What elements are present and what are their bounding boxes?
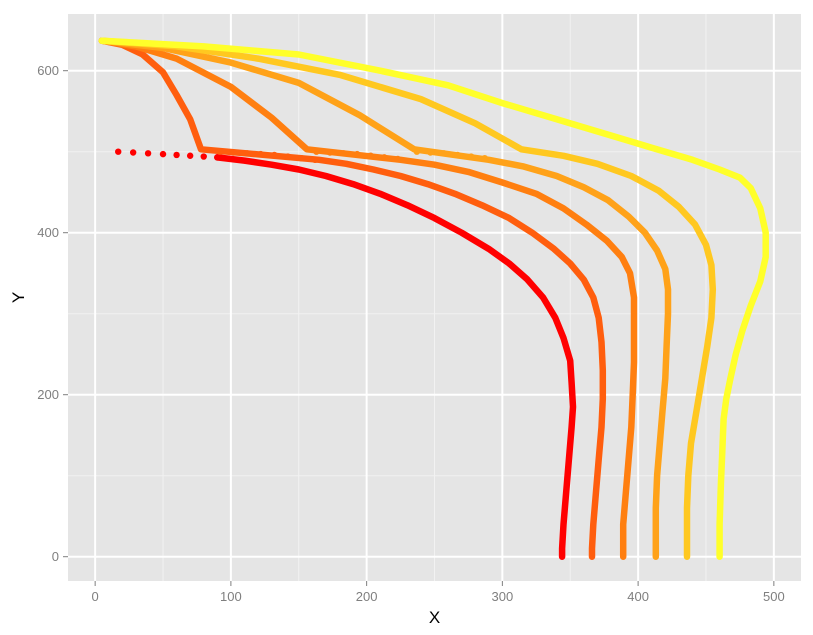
series-4: [98, 37, 672, 560]
data-point: [440, 150, 448, 157]
y-axis: 0 200 400 600: [37, 63, 68, 564]
data-point: [326, 149, 334, 156]
series-line: [98, 37, 638, 560]
series-line: [98, 37, 607, 560]
x-tick-label: 400: [627, 589, 649, 604]
series-line: [98, 37, 672, 560]
data-point: [481, 154, 488, 162]
series-2: [98, 37, 607, 560]
data-point: [271, 151, 278, 159]
y-tick-label: 200: [37, 387, 59, 402]
data-point: [243, 150, 251, 157]
data-point: [311, 156, 319, 163]
data-point: [230, 149, 237, 156]
y-axis-title: Y: [9, 292, 28, 303]
data-point: [298, 154, 305, 162]
y-tick-label: 600: [37, 63, 59, 78]
data-point: [427, 149, 434, 156]
data-point: [394, 155, 402, 163]
data-point: [353, 150, 361, 158]
x-axis: 0 100 200 300 400 500: [92, 581, 785, 604]
series-3: [98, 37, 638, 560]
data-point: [454, 151, 461, 159]
data-point: [173, 151, 180, 159]
data-point: [413, 148, 421, 155]
data-point: [257, 150, 264, 158]
data-point: [144, 150, 152, 157]
grid-major: [68, 14, 801, 581]
data-point: [115, 148, 122, 155]
y-tick-label: 400: [37, 225, 59, 240]
series-line: [98, 37, 769, 560]
x-tick-label: 500: [763, 589, 785, 604]
data-point: [381, 154, 388, 161]
series-5: [98, 37, 717, 560]
x-tick-label: 300: [492, 589, 514, 604]
x-tick-label: 0: [92, 589, 99, 604]
data-point: [340, 150, 347, 157]
data-point: [159, 150, 167, 158]
data-point: [216, 148, 224, 155]
data-point: [367, 152, 374, 159]
series-layer: [98, 37, 769, 560]
x-tick-label: 200: [356, 589, 378, 604]
data-point: [129, 149, 137, 156]
y-tick-label: 0: [52, 549, 59, 564]
series-6: [98, 37, 769, 560]
x-tick-label: 100: [220, 589, 242, 604]
data-point: [313, 148, 320, 155]
data-point: [200, 153, 207, 160]
series-line: [98, 37, 717, 560]
series-line: [214, 154, 577, 560]
data-point: [284, 153, 292, 160]
data-point: [214, 154, 221, 161]
series-1: [115, 148, 577, 560]
data-point: [467, 153, 475, 160]
data-point: [186, 152, 194, 159]
x-axis-title: X: [429, 608, 440, 627]
